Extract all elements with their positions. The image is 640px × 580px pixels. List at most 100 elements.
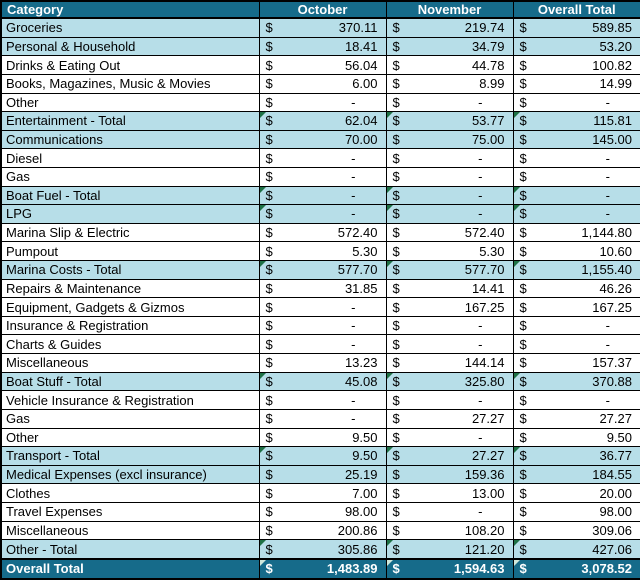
overall-total-cell[interactable]: $3,078.52 [512,557,640,580]
november-cell[interactable]: $27.27 [385,446,514,466]
category-cell[interactable]: Transport - Total [0,446,260,466]
october-cell[interactable]: $6.00 [258,73,387,94]
october-cell[interactable]: $ - [258,148,387,168]
category-cell[interactable]: Miscellaneous [0,520,260,541]
october-cell[interactable]: $577.70 [258,260,387,280]
october-cell[interactable]: $ - [258,204,387,224]
november-cell[interactable]: $ - [385,204,514,224]
category-cell[interactable]: Pumpout [0,241,260,262]
november-cell[interactable]: $ - [385,390,514,410]
overall-total-cell[interactable]: $370.88 [512,371,640,392]
overall-total-cell[interactable]: $309.06 [512,520,640,541]
november-cell[interactable]: $577.70 [385,260,514,280]
november-cell[interactable]: $ - [385,334,514,355]
overall-total-cell[interactable]: $27.27 [512,408,640,429]
overall-total-cell[interactable]: $157.37 [512,353,640,373]
category-cell[interactable]: Personal & Household [0,36,260,57]
overall-total-cell[interactable]: $ - [512,315,640,336]
october-cell[interactable]: $ - [258,185,387,206]
october-cell[interactable]: $70.00 [258,129,387,150]
overall-total-cell[interactable]: $ - [512,185,640,206]
october-cell[interactable]: $ - [258,297,387,317]
november-cell[interactable]: $ - [385,166,514,187]
overall-total-cell[interactable]: $ - [512,148,640,168]
november-cell[interactable]: $44.78 [385,55,514,75]
november-cell[interactable]: $8.99 [385,73,514,94]
november-cell[interactable]: $108.20 [385,520,514,541]
overall-total-cell[interactable]: $589.85 [512,17,640,38]
overall-total-cell[interactable]: $14.99 [512,73,640,94]
overall-total-cell[interactable]: $1,144.80 [512,222,640,243]
october-cell[interactable]: $18.41 [258,36,387,57]
november-cell[interactable]: $219.74 [385,17,514,38]
october-cell[interactable]: $13.23 [258,353,387,373]
category-cell[interactable]: Marina Costs - Total [0,260,260,280]
november-cell[interactable]: $53.77 [385,111,514,131]
category-cell[interactable]: Overall Total [0,557,260,580]
category-cell[interactable]: Gas [0,408,260,429]
october-cell[interactable]: $7.00 [258,483,387,503]
category-cell[interactable]: Medical Expenses (excl insurance) [0,464,260,485]
category-cell[interactable]: Diesel [0,148,260,168]
category-cell[interactable]: Communications [0,129,260,150]
overall-total-cell[interactable]: $115.81 [512,111,640,131]
november-cell[interactable]: $167.25 [385,297,514,317]
november-cell[interactable]: $144.14 [385,353,514,373]
october-cell[interactable]: $31.85 [258,278,387,299]
november-cell[interactable]: $159.36 [385,464,514,485]
november-cell[interactable]: $ - [385,148,514,168]
category-cell[interactable]: Other [0,92,260,113]
october-cell[interactable]: $370.11 [258,17,387,38]
overall-total-cell[interactable]: $ - [512,204,640,224]
overall-total-cell[interactable]: $184.55 [512,464,640,485]
october-cell[interactable]: $ - [258,408,387,429]
category-cell[interactable]: Marina Slip & Electric [0,222,260,243]
category-cell[interactable]: Other - Total [0,539,260,560]
column-header-october[interactable]: October [258,0,387,19]
category-cell[interactable]: Boat Fuel - Total [0,185,260,206]
november-cell[interactable]: $34.79 [385,36,514,57]
october-cell[interactable]: $200.86 [258,520,387,541]
category-cell[interactable]: Charts & Guides [0,334,260,355]
overall-total-cell[interactable]: $46.26 [512,278,640,299]
october-cell[interactable]: $ - [258,334,387,355]
november-cell[interactable]: $572.40 [385,222,514,243]
category-cell[interactable]: Travel Expenses [0,501,260,522]
overall-total-cell[interactable]: $36.77 [512,446,640,466]
october-cell[interactable]: $9.50 [258,446,387,466]
overall-total-cell[interactable]: $53.20 [512,36,640,57]
category-cell[interactable]: Insurance & Registration [0,315,260,336]
category-cell[interactable]: Equipment, Gadgets & Gizmos [0,297,260,317]
category-cell[interactable]: Miscellaneous [0,353,260,373]
column-header-category[interactable]: Category [0,0,260,19]
november-cell[interactable]: $ - [385,427,514,448]
category-cell[interactable]: Boat Stuff - Total [0,371,260,392]
november-cell[interactable]: $1,594.63 [385,557,514,580]
november-cell[interactable]: $ - [385,501,514,522]
november-cell[interactable]: $27.27 [385,408,514,429]
november-cell[interactable]: $14.41 [385,278,514,299]
category-cell[interactable]: Clothes [0,483,260,503]
october-cell[interactable]: $56.04 [258,55,387,75]
november-cell[interactable]: $5.30 [385,241,514,262]
category-cell[interactable]: LPG [0,204,260,224]
overall-total-cell[interactable]: $10.60 [512,241,640,262]
category-cell[interactable]: Drinks & Eating Out [0,55,260,75]
october-cell[interactable]: $5.30 [258,241,387,262]
october-cell[interactable]: $ - [258,92,387,113]
overall-total-cell[interactable]: $98.00 [512,501,640,522]
overall-total-cell[interactable]: $ - [512,334,640,355]
november-cell[interactable]: $ - [385,315,514,336]
october-cell[interactable]: $25.19 [258,464,387,485]
november-cell[interactable]: $325.80 [385,371,514,392]
november-cell[interactable]: $13.00 [385,483,514,503]
october-cell[interactable]: $9.50 [258,427,387,448]
november-cell[interactable]: $75.00 [385,129,514,150]
category-cell[interactable]: Entertainment - Total [0,111,260,131]
november-cell[interactable]: $121.20 [385,539,514,560]
category-cell[interactable]: Repairs & Maintenance [0,278,260,299]
column-header-overall-total[interactable]: Overall Total [512,0,640,19]
category-cell[interactable]: Vehicle Insurance & Registration [0,390,260,410]
october-cell[interactable]: $ - [258,166,387,187]
category-cell[interactable]: Groceries [0,17,260,38]
